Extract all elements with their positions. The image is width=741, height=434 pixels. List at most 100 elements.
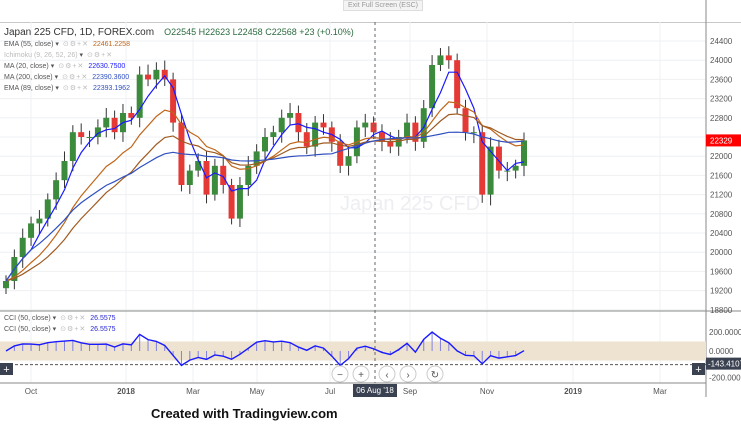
candle-body (153, 69, 160, 80)
zoom-out-icon: − (337, 370, 343, 381)
ohlc-readout: O22545 H22623 L22458 C22568 +23 (+0.10%) (164, 27, 354, 37)
open-value: O22545 (164, 27, 197, 37)
candle-body (262, 137, 268, 152)
candle-body (370, 122, 377, 133)
candle-body (236, 185, 243, 219)
last-price-badge (706, 134, 741, 147)
top-bar: Exit Full Screen (ESC) (0, 0, 741, 23)
candle-body (3, 281, 9, 289)
candle-body (94, 127, 101, 137)
candle-body (495, 146, 502, 171)
indicator-label: MA (200, close) (4, 74, 53, 81)
indicator-legend[interactable]: Ichimoku (9, 26, 52, 26) ▾ ⊙⚙+✕ (4, 52, 114, 59)
high-value: H22623 (198, 27, 231, 37)
cci-current-badge (706, 357, 741, 370)
indicator-value: 22393.1962 (92, 85, 130, 92)
candle-body (462, 108, 469, 133)
cci-label: CCI (50, close) (4, 326, 51, 333)
crosshair-plus-left (0, 363, 13, 375)
candle-body (211, 165, 218, 195)
cci-legend[interactable]: CCI (50, close) ▾ ⊙⚙+✕ 26.5575 (4, 326, 116, 333)
candle-body (429, 65, 436, 109)
plus-icon: + (695, 364, 701, 376)
price-tick-label: 20800 (710, 210, 733, 219)
indicator-controls[interactable]: ⊙⚙+✕ (60, 326, 87, 333)
ma-20-line (5, 71, 525, 282)
zoom-out-button[interactable] (331, 365, 349, 383)
last-price-label: 22329 (710, 136, 733, 145)
indicator-legend[interactable]: EMA (89, close) ▾ ⊙⚙+✕ 22393.1962 (4, 85, 130, 92)
scroll-right-button[interactable] (399, 365, 417, 383)
indicator-label: Ichimoku (9, 26, 52, 26) (4, 52, 78, 59)
scroll-left-icon: ‹ (385, 370, 388, 381)
cci-current-label: -143.4107 (708, 360, 741, 369)
candle-body (470, 132, 477, 134)
time-tick-label: 2019 (564, 387, 582, 396)
candle-body (161, 69, 168, 80)
indicator-controls[interactable]: ⊙⚙+✕ (62, 41, 89, 48)
candle-body (378, 132, 385, 142)
change-value: +23 (+0.10%) (299, 27, 354, 37)
indicator-label: EMA (55, close) (4, 41, 54, 48)
candle-body (253, 151, 260, 166)
candle-body (69, 132, 76, 161)
plus-icon: + (3, 364, 9, 376)
candle-body (111, 117, 118, 133)
indicator-controls[interactable]: ⊙⚙+✕ (58, 63, 85, 70)
cci-tick-label: 200.0000 (709, 328, 741, 337)
symbol-label[interactable]: Japan 225 CFD, 1D, FOREX.com (4, 27, 155, 38)
price-tick-label: 24400 (710, 37, 733, 46)
indicator-controls[interactable]: ⊙⚙+✕ (62, 85, 89, 92)
indicator-legend[interactable]: EMA (55, close) ▾ ⊙⚙+✕ 22461.2258 (4, 41, 130, 48)
candle-body (44, 199, 51, 219)
cci-tick-label: -200.0000 (709, 374, 741, 383)
price-tick-label: 18800 (710, 306, 733, 315)
exit-fullscreen-button[interactable]: Exit Full Screen (ESC) (343, 0, 424, 11)
price-tick-label: 19200 (710, 287, 733, 296)
zoom-in-icon: + (358, 370, 364, 381)
zoom-in-button[interactable] (352, 365, 370, 383)
candle-body (103, 117, 110, 128)
indicator-controls[interactable]: ⊙⚙+✕ (87, 52, 114, 59)
candle-body (512, 165, 519, 171)
candle-body (195, 161, 202, 171)
indicator-controls[interactable]: ⊙⚙+✕ (60, 315, 87, 322)
candle-body (28, 223, 35, 238)
indicator-legend[interactable]: MA (200, close) ▾ ⊙⚙+✕ 22390.3600 (4, 74, 130, 81)
price-tick-label: 20400 (710, 229, 733, 238)
crosshair-date-badge (353, 384, 397, 397)
price-tick-label: 19600 (710, 267, 733, 276)
price-tick-label: 21600 (710, 171, 733, 180)
low-value: L22458 (232, 27, 263, 37)
indicator-label: EMA (89, close) (4, 85, 54, 92)
scroll-left-button[interactable] (378, 365, 396, 383)
time-tick-label: Oct (25, 387, 38, 396)
price-tick-label: 20000 (710, 248, 733, 257)
ema-89-line (5, 113, 525, 282)
indicator-controls[interactable]: ⊙⚙+✕ (62, 74, 89, 81)
candle-body (445, 55, 452, 61)
cci-label: CCI (50, close) (4, 315, 51, 322)
indicator-value: 22390.3600 (92, 74, 130, 81)
candle-body (220, 165, 227, 185)
cci-legend[interactable]: CCI (50, close) ▾ ⊙⚙+✕ 26.5575 (4, 315, 116, 322)
time-tick-label: Jul (325, 387, 335, 396)
candle-body (186, 170, 193, 185)
candle-body (145, 74, 152, 80)
indicator-label: MA (20, close) (4, 63, 49, 70)
time-tick-label: Mar (186, 387, 200, 396)
indicator-value: 22630.7500 (88, 63, 126, 70)
time-tick-label: Mar (653, 387, 667, 396)
indicator-legend[interactable]: MA (20, close) ▾ ⊙⚙+✕ 22630.7500 (4, 63, 126, 70)
cci-line (5, 331, 525, 367)
candle-body (136, 74, 143, 118)
candle-body (36, 218, 43, 224)
price-chart[interactable]: Japan 225 CFD 24400 24000 23600 23200 22800 22… (0, 0, 741, 400)
reset-button[interactable] (426, 365, 444, 383)
reset-icon: ↻ (431, 370, 439, 381)
cci-value: 26.5575 (90, 326, 116, 333)
candle-body (78, 132, 85, 137)
candle-body (170, 79, 177, 123)
watermark: Japan 225 CFD (340, 193, 480, 215)
candle-body (303, 132, 310, 147)
